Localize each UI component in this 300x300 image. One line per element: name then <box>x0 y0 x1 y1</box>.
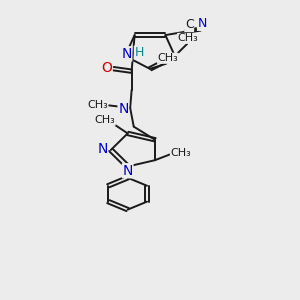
Text: CH₃: CH₃ <box>170 148 191 158</box>
Text: CH₃: CH₃ <box>87 100 108 110</box>
Text: C: C <box>185 18 194 32</box>
Text: N: N <box>197 17 207 30</box>
Text: CH₃: CH₃ <box>158 53 178 63</box>
Text: N: N <box>97 142 108 156</box>
Text: N: N <box>122 164 133 178</box>
Text: CH₃: CH₃ <box>94 115 115 125</box>
Text: N: N <box>118 102 128 116</box>
Text: S: S <box>119 49 128 63</box>
Text: O: O <box>101 61 112 75</box>
Text: CH₃: CH₃ <box>178 33 198 43</box>
Text: N: N <box>122 47 132 61</box>
Text: H: H <box>134 46 144 59</box>
